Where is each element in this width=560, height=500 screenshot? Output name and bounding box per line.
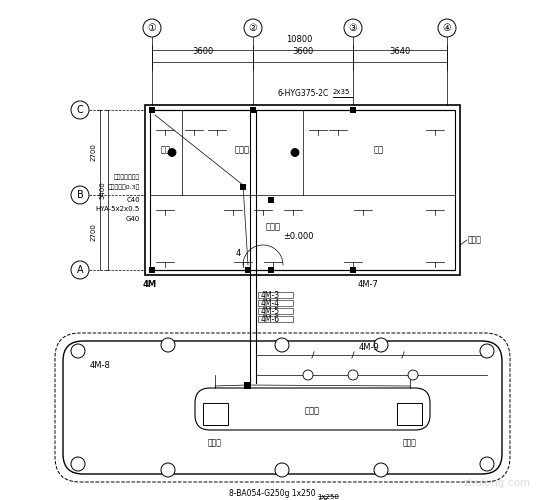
Bar <box>268 267 274 273</box>
Text: 2700: 2700 <box>91 144 97 162</box>
Text: 卫生间: 卫生间 <box>468 236 482 244</box>
Circle shape <box>344 19 362 37</box>
Circle shape <box>408 370 418 380</box>
Text: 4M-3: 4M-3 <box>261 290 280 300</box>
Text: zhulong.com: zhulong.com <box>463 478 530 488</box>
Text: ±0.000: ±0.000 <box>283 232 313 241</box>
Text: 关闭用户设备在: 关闭用户设备在 <box>114 174 140 180</box>
Text: C40: C40 <box>127 197 140 203</box>
Bar <box>244 382 250 388</box>
Circle shape <box>303 370 313 380</box>
Text: 4M: 4M <box>143 280 157 289</box>
Text: 6-HYG375-2C: 6-HYG375-2C <box>278 89 329 98</box>
Text: ②: ② <box>249 23 258 33</box>
Text: 加油岛: 加油岛 <box>305 406 320 416</box>
Circle shape <box>71 186 89 204</box>
Bar <box>350 267 356 273</box>
Text: 3600: 3600 <box>292 47 314 56</box>
Circle shape <box>480 344 494 358</box>
Text: A: A <box>77 265 83 275</box>
Text: 地岩面以上0.3米: 地岩面以上0.3米 <box>108 184 140 190</box>
Circle shape <box>143 19 161 37</box>
Text: 2x35: 2x35 <box>333 89 351 95</box>
Text: 3600: 3600 <box>192 47 213 56</box>
Text: 5400: 5400 <box>99 181 105 199</box>
Bar <box>203 403 228 425</box>
Text: 8-BA054-G250g 1x250: 8-BA054-G250g 1x250 <box>229 490 316 498</box>
Text: 加油机: 加油机 <box>403 438 417 447</box>
Circle shape <box>275 338 289 352</box>
Text: 4M-9: 4M-9 <box>358 343 379 352</box>
Circle shape <box>348 370 358 380</box>
Text: 10800: 10800 <box>286 35 312 44</box>
Text: ①: ① <box>148 23 156 33</box>
Circle shape <box>275 463 289 477</box>
Bar <box>258 308 293 314</box>
Text: G40: G40 <box>126 216 140 222</box>
Bar <box>145 105 460 275</box>
Text: 4M-6: 4M-6 <box>261 314 280 324</box>
Text: 消防: 消防 <box>161 145 171 154</box>
Bar <box>245 267 251 273</box>
Circle shape <box>71 344 85 358</box>
Circle shape <box>71 261 89 279</box>
Circle shape <box>291 148 299 156</box>
Text: C: C <box>77 105 83 115</box>
Text: 4M-5: 4M-5 <box>261 306 280 316</box>
Bar <box>350 107 356 113</box>
Bar <box>240 184 246 190</box>
Bar <box>149 267 155 273</box>
Text: 4M-8: 4M-8 <box>90 360 110 370</box>
Text: 1x250: 1x250 <box>318 494 339 500</box>
Circle shape <box>438 19 456 37</box>
Circle shape <box>374 463 388 477</box>
Bar <box>149 107 155 113</box>
Bar <box>268 197 274 203</box>
Circle shape <box>71 457 85 471</box>
Bar <box>258 292 293 298</box>
Bar <box>250 107 256 113</box>
Circle shape <box>161 463 175 477</box>
Text: 浴室: 浴室 <box>374 145 384 154</box>
Circle shape <box>480 457 494 471</box>
Circle shape <box>71 101 89 119</box>
Circle shape <box>161 338 175 352</box>
Text: 4.5: 4.5 <box>318 498 329 500</box>
Bar <box>150 110 455 270</box>
Text: 4: 4 <box>235 248 241 258</box>
Circle shape <box>244 19 262 37</box>
Bar <box>258 316 293 322</box>
Text: HYA-5x2x0.5: HYA-5x2x0.5 <box>96 206 140 212</box>
Text: 营业厅: 营业厅 <box>265 222 281 231</box>
Bar <box>397 403 422 425</box>
Text: ③: ③ <box>349 23 357 33</box>
Text: 4M-7: 4M-7 <box>358 280 379 289</box>
Text: B: B <box>77 190 83 200</box>
Text: 加油机: 加油机 <box>208 438 222 447</box>
Text: ④: ④ <box>442 23 451 33</box>
Bar <box>258 300 293 306</box>
Circle shape <box>374 338 388 352</box>
Circle shape <box>168 148 176 156</box>
Text: 2700: 2700 <box>91 224 97 242</box>
Text: 3640: 3640 <box>389 47 410 56</box>
Text: 营业室: 营业室 <box>235 145 250 154</box>
Text: 4M-4: 4M-4 <box>261 298 280 308</box>
